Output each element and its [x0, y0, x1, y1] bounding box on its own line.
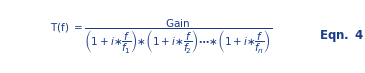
Text: $\bf{Eqn.\ 4}$: $\bf{Eqn.\ 4}$	[319, 28, 364, 45]
Text: $\mathrm{T(f)}\ =\dfrac{\mathrm{Gain}}{\left(1+i{\ast}\dfrac{f}{f_{\!1}}\right){: $\mathrm{T(f)}\ =\dfrac{\mathrm{Gain}}{\…	[50, 17, 272, 56]
